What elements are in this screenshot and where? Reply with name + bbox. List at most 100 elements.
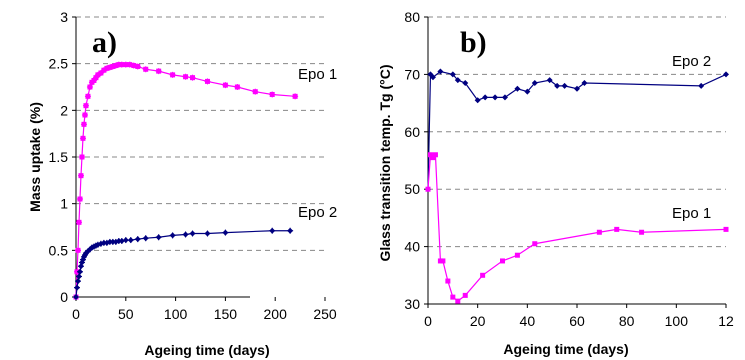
- a-point-epo2: [74, 278, 81, 285]
- b-point-epo1: [445, 278, 451, 284]
- a-point-epo1: [93, 75, 99, 81]
- b-point-epo1: [427, 152, 433, 158]
- a-x-tick-label: 150: [214, 306, 238, 322]
- b-point-epo2: [546, 77, 553, 84]
- a-point-epo1: [110, 63, 116, 69]
- a-point-epo2: [269, 227, 276, 234]
- a-point-epo1: [77, 196, 83, 202]
- b-point-epo2: [492, 94, 499, 101]
- a-point-epo1: [95, 72, 101, 78]
- a-point-epo2: [189, 230, 196, 237]
- a-label-epo2: Epo 2: [298, 204, 337, 221]
- b-x-tick-label: 12: [718, 313, 734, 329]
- b-point-epo1: [723, 226, 729, 232]
- a-x-tick-label: 100: [164, 306, 188, 322]
- b-y-tick-label: 60: [404, 124, 420, 140]
- a-point-epo1: [252, 89, 258, 95]
- a-point-epo2: [122, 237, 129, 244]
- a-point-epo1: [204, 78, 210, 84]
- b-panel-label: b): [460, 26, 487, 59]
- a-point-epo2: [182, 231, 189, 238]
- a-point-epo2: [155, 234, 162, 241]
- a-x-tick-label: 0: [72, 306, 80, 322]
- a-y-tick-label: 2.5: [49, 56, 69, 72]
- b-point-epo1: [514, 252, 520, 258]
- a-x-tick-label: 200: [264, 306, 288, 322]
- b-x-tick-label: 100: [665, 313, 689, 329]
- a-point-epo2: [142, 235, 149, 242]
- panel-b: 30 40 50 60 70 80 0 20 40 60 80 100 12 b) Epo 2 Epo…: [377, 9, 734, 357]
- a-point-epo1: [127, 62, 133, 68]
- b-point-epo1: [596, 229, 602, 235]
- a-point-epo1: [79, 154, 85, 160]
- b-point-epo1: [480, 272, 486, 278]
- a-point-epo1: [107, 64, 113, 70]
- a-point-epo1: [76, 219, 82, 225]
- b-point-epo2: [482, 94, 489, 101]
- b-point-epo2: [514, 85, 521, 92]
- a-x-axis-label: Ageing time (days): [144, 342, 269, 358]
- b-y-ticks: 30 40 50 60 70 80: [404, 9, 428, 312]
- b-y-tick-label: 30: [404, 296, 420, 312]
- a-point-epo1: [83, 103, 89, 109]
- a-point-epo1: [131, 63, 137, 69]
- a-point-epo1: [104, 65, 110, 71]
- b-point-epo2: [531, 80, 538, 87]
- b-x-tick-label: 0: [424, 313, 432, 329]
- a-point-epo2: [75, 273, 82, 280]
- a-y-tick-label: 2: [60, 102, 68, 118]
- a-point-epo1: [292, 93, 298, 99]
- a-point-epo1: [170, 72, 176, 78]
- b-point-epo2: [698, 82, 705, 89]
- a-point-epo2: [73, 294, 79, 300]
- a-point-epo1: [123, 62, 129, 68]
- a-label-epo1: Epo 1: [298, 66, 337, 83]
- b-x-tick-label: 60: [569, 313, 585, 329]
- a-panel-label: a): [92, 26, 117, 59]
- b-point-epo2: [462, 80, 469, 87]
- b-point-epo2: [501, 94, 508, 101]
- a-point-epo1: [119, 62, 125, 68]
- b-point-epo2: [723, 71, 729, 78]
- a-y-tick-label: 0: [60, 289, 68, 305]
- a-point-epo2: [204, 230, 211, 237]
- a-point-epo2: [287, 227, 294, 234]
- a-gridlines: [76, 16, 325, 251]
- a-point-epo1: [81, 121, 87, 127]
- b-x-tick-label: 40: [520, 313, 536, 329]
- a-point-epo2: [222, 229, 229, 236]
- b-y-tick-label: 40: [404, 239, 420, 255]
- a-point-epo1: [135, 63, 141, 69]
- a-point-epo1: [143, 66, 149, 72]
- b-point-epo1: [425, 186, 431, 192]
- b-y-tick-label: 80: [404, 9, 420, 25]
- a-series: [73, 61, 299, 300]
- b-point-epo2: [474, 97, 481, 104]
- a-point-epo1: [222, 82, 228, 88]
- a-point-epo1: [78, 173, 84, 179]
- b-gridlines: [428, 16, 726, 248]
- a-point-epo1: [269, 91, 275, 97]
- a-y-tick-label: 0.5: [49, 242, 69, 258]
- b-point-epo2: [524, 88, 531, 95]
- a-point-epo2: [73, 284, 80, 291]
- a-point-epo2: [118, 238, 125, 244]
- a-series-line-epo1: [75, 63, 296, 298]
- b-point-epo2: [581, 80, 588, 87]
- a-point-epo1: [156, 68, 162, 74]
- a-point-epo1: [80, 135, 86, 141]
- a-series-line-epo2: [75, 230, 291, 298]
- b-point-epo2: [449, 71, 456, 78]
- b-point-epo2: [454, 77, 461, 84]
- a-y-tick-label: 1.5: [49, 149, 69, 165]
- a-point-epo1: [91, 77, 97, 83]
- a-point-epo1: [85, 93, 91, 99]
- b-point-epo2: [429, 74, 436, 81]
- b-point-epo2: [437, 68, 444, 75]
- b-point-epo1: [430, 155, 436, 161]
- a-point-epo2: [169, 232, 176, 239]
- b-y-axis-label: Glass transition temp. Tg (°C): [377, 65, 393, 262]
- b-point-epo1: [532, 241, 538, 247]
- a-point-epo1: [75, 247, 81, 253]
